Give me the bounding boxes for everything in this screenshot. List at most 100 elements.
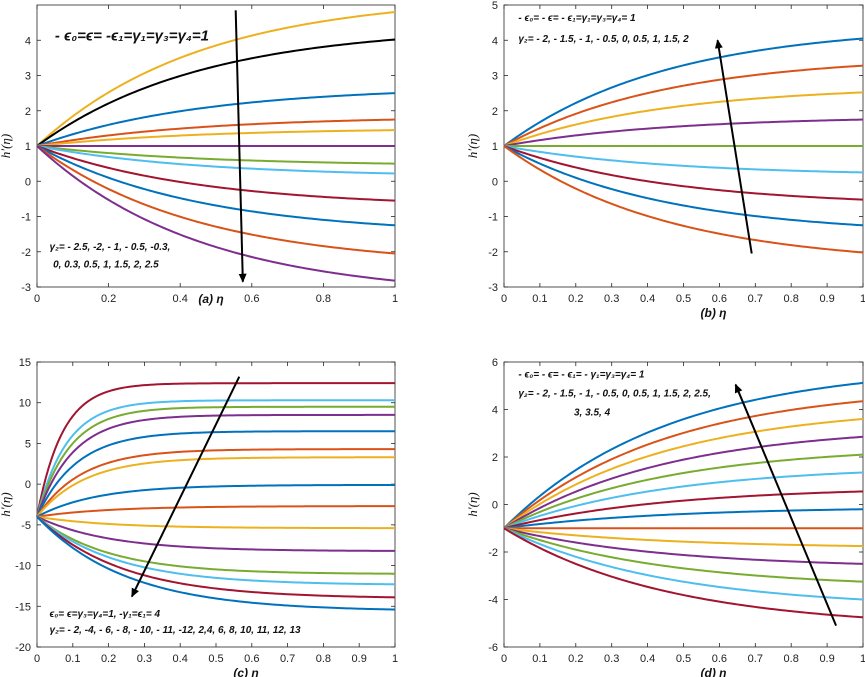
x-tick-label: 0 bbox=[501, 293, 507, 305]
x-tick-label: 0.4 bbox=[173, 293, 188, 305]
x-tick-label: 0 bbox=[501, 653, 507, 665]
chart-panel-d: 0 0.1 0.2 0.3 0.4 0.5 0.6 0.7 0.8 0.9 1 -6 -4 -2 0 2 4 6 (… bbox=[465, 357, 865, 677]
series-line-9 bbox=[36, 145, 396, 202]
y-axis-label: h'(η) bbox=[0, 492, 13, 516]
y-axis-label: h'(η) bbox=[465, 134, 480, 158]
y-tick-label: -10 bbox=[15, 561, 31, 573]
x-tick-label: 0.3 bbox=[137, 653, 152, 665]
x-tick-label: 0.5 bbox=[676, 653, 691, 665]
y-tick-label: -2 bbox=[488, 547, 498, 559]
x-tick-label: 1 bbox=[860, 653, 865, 665]
y-tick-label: 5 bbox=[25, 438, 31, 450]
y-tick-label: 4 bbox=[25, 35, 31, 47]
annotation-text: ϵ₀= ϵ=γ₃=γ₄=1, -γ₁=ϵ₁= 4 bbox=[50, 609, 161, 620]
x-axis-label: (a) η bbox=[198, 292, 223, 306]
x-tick-label: 0.2 bbox=[101, 293, 116, 305]
series-line-3 bbox=[36, 405, 395, 518]
x-tick-label: 0.3 bbox=[604, 653, 619, 665]
series-line-15 bbox=[36, 516, 396, 611]
series-line-5 bbox=[36, 430, 396, 518]
x-tick-label: 0.1 bbox=[532, 293, 547, 305]
series-line-5 bbox=[36, 129, 396, 147]
x-tick-label: 0.2 bbox=[568, 293, 583, 305]
annotation-text: γ₂= - 2, -4, - 6, - 8, - 10, - 11, -12, … bbox=[50, 625, 302, 636]
annotation-text: - ϵ₀=ϵ= -ϵ₁=γ₁=γ₃=γ₄=1 bbox=[55, 27, 209, 44]
series-line-8 bbox=[36, 483, 395, 518]
x-tick-label: 0.4 bbox=[640, 293, 655, 305]
y-tick-label: 1 bbox=[25, 141, 31, 153]
y-axis-label: h'(η) bbox=[465, 492, 480, 516]
y-tick-label: 4 bbox=[492, 405, 498, 417]
x-axis-label: (d) η bbox=[701, 666, 727, 677]
x-axis-label: (b) η bbox=[701, 306, 727, 320]
x-tick-label: 0.1 bbox=[65, 653, 80, 665]
x-tick-label: 0.8 bbox=[784, 293, 799, 305]
x-tick-label: 0.5 bbox=[208, 653, 223, 665]
series-line-8 bbox=[36, 145, 396, 175]
y-tick-label: -1 bbox=[488, 212, 498, 224]
series-line-1 bbox=[503, 381, 864, 529]
series-line-14 bbox=[503, 527, 864, 619]
series-line-13 bbox=[503, 527, 864, 601]
series-line-12 bbox=[36, 515, 396, 575]
y-tick-label: 2 bbox=[492, 452, 498, 464]
series-line-6 bbox=[503, 471, 864, 530]
series-line-10 bbox=[503, 527, 864, 548]
annotation-text: γ₂= - 2.5, -2, - 1, - 0.5, -0.3, bbox=[50, 242, 171, 253]
series-line-6 bbox=[36, 448, 395, 518]
x-tick-label: 0.7 bbox=[280, 653, 295, 665]
y-tick-label: 0 bbox=[492, 500, 498, 512]
x-tick-label: 0.6 bbox=[712, 653, 727, 665]
y-axis-label: h'(η) bbox=[0, 134, 13, 158]
annotation-text: γ₂= - 2, - 1.5, - 1, - 0.5, 0, 0.5, 1, 1… bbox=[518, 34, 689, 45]
y-tick-label: 4 bbox=[492, 35, 498, 47]
x-tick-label: 0.8 bbox=[316, 293, 331, 305]
annotation-text: - ϵ₀= - ϵ= - ϵ₁= - γ₁=γ₃=γ₄= 1 bbox=[518, 369, 645, 380]
annotation-text: 0, 0.3, 0.5, 1, 1.5, 2, 2.5 bbox=[53, 260, 159, 271]
series-line-10 bbox=[36, 145, 396, 227]
x-tick-label: 0.6 bbox=[712, 293, 727, 305]
x-tick-label: 0.5 bbox=[676, 293, 691, 305]
series-line-1 bbox=[36, 382, 395, 517]
annotation-text: 3, 3.5, 4 bbox=[574, 407, 611, 418]
x-tick-label: 0.6 bbox=[244, 293, 259, 305]
chart-panel-c: 0 0.1 0.2 0.3 0.4 0.5 0.6 0.7 0.8 0.9 1 -20 -15 -10 -5… bbox=[0, 357, 398, 677]
series-line-5 bbox=[503, 453, 864, 530]
x-axis-label: (c) η bbox=[233, 666, 258, 677]
x-tick-label: 0.4 bbox=[173, 653, 188, 665]
y-tick-label: 2 bbox=[25, 106, 31, 118]
trend-arrow bbox=[234, 10, 247, 283]
series-line-14 bbox=[36, 515, 396, 599]
y-tick-label: 3 bbox=[492, 71, 498, 83]
x-tick-label: 0.1 bbox=[532, 653, 547, 665]
y-tick-label: 0 bbox=[492, 176, 498, 188]
series-line-7 bbox=[503, 145, 864, 201]
series-line-13 bbox=[36, 515, 396, 586]
y-tick-label: 0 bbox=[25, 176, 31, 188]
series-line-12 bbox=[36, 145, 396, 282]
series-line-11 bbox=[503, 527, 864, 565]
series-line-10 bbox=[36, 515, 395, 530]
x-tick-label: 0.2 bbox=[568, 653, 583, 665]
series-line-2 bbox=[503, 400, 864, 530]
x-tick-label: 1 bbox=[860, 293, 865, 305]
series-line-2 bbox=[36, 38, 396, 147]
axes-box bbox=[36, 361, 396, 648]
series-line-1 bbox=[503, 37, 864, 147]
series-line-2 bbox=[36, 399, 395, 517]
series-line-2 bbox=[503, 64, 864, 147]
y-tick-label: 15 bbox=[19, 357, 31, 369]
y-tick-label: 5 bbox=[492, 0, 498, 12]
y-tick-label: -1 bbox=[21, 212, 31, 224]
y-tick-label: -4 bbox=[488, 595, 498, 607]
y-tick-label: 1 bbox=[492, 141, 498, 153]
series-line-4 bbox=[503, 435, 864, 530]
x-tick-label: 0.6 bbox=[244, 653, 259, 665]
series-line-11 bbox=[36, 515, 396, 552]
x-tick-label: 1 bbox=[392, 293, 398, 305]
series-line-8 bbox=[503, 145, 864, 227]
series-line-3 bbox=[503, 418, 864, 530]
series-line-12 bbox=[503, 527, 864, 583]
trend-arrow bbox=[734, 383, 837, 627]
